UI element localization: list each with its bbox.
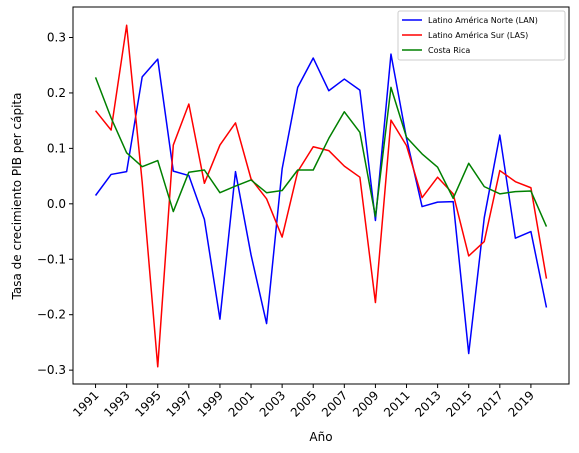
x-tick-label: 1991 <box>70 388 101 419</box>
x-axis-label: Año <box>309 430 332 444</box>
x-tick-label: 1999 <box>195 388 226 419</box>
y-tick-label: −0.3 <box>37 363 66 377</box>
x-tick-label: 1995 <box>132 388 163 419</box>
y-tick-label: 0.0 <box>47 197 66 211</box>
x-axis-ticks: 1991 1993 1995 1997 1999 2001 2003 2005 2007 2009… <box>70 384 537 420</box>
x-tick-label: 2017 <box>474 388 505 419</box>
plot-frame <box>72 6 570 385</box>
y-axis-ticks: −0.3 −0.2 −0.1 0.0 0.1 0.2 0.3 <box>37 30 73 377</box>
y-tick-label: 0.2 <box>47 86 66 100</box>
x-tick-label: 2015 <box>443 388 474 419</box>
series-lines <box>94 24 548 368</box>
x-tick-label: 2003 <box>257 388 288 419</box>
series-line-1 <box>94 53 548 355</box>
x-tick-label: 2009 <box>350 388 381 419</box>
x-tick-label: 2013 <box>412 388 443 419</box>
x-tick-label: 2001 <box>226 388 257 419</box>
y-tick-label: 0.3 <box>47 30 66 44</box>
legend: Latino América Norte (LAN) Latino América… <box>397 10 566 61</box>
legend-box <box>397 10 566 61</box>
x-tick-label: 2005 <box>288 388 319 419</box>
legend-label: Latino América Norte (LAN) <box>428 15 538 25</box>
y-tick-label: −0.2 <box>37 308 66 322</box>
series-line-2 <box>94 24 548 368</box>
y-tick-label: −0.1 <box>37 252 66 266</box>
series-line-3 <box>94 77 548 227</box>
y-tick-label: 0.1 <box>47 141 66 155</box>
x-tick-label: 2007 <box>319 388 350 419</box>
x-tick-label: 1997 <box>163 388 194 419</box>
x-tick-label: 2011 <box>381 388 412 419</box>
legend-label: Costa Rica <box>428 46 470 55</box>
y-axis-label: Tasa de crecimiento PIB per cápita <box>10 93 24 301</box>
x-tick-label: 1993 <box>101 388 132 419</box>
legend-label: Latino América Sur (LAS) <box>428 30 528 40</box>
x-tick-label: 2019 <box>506 388 537 419</box>
